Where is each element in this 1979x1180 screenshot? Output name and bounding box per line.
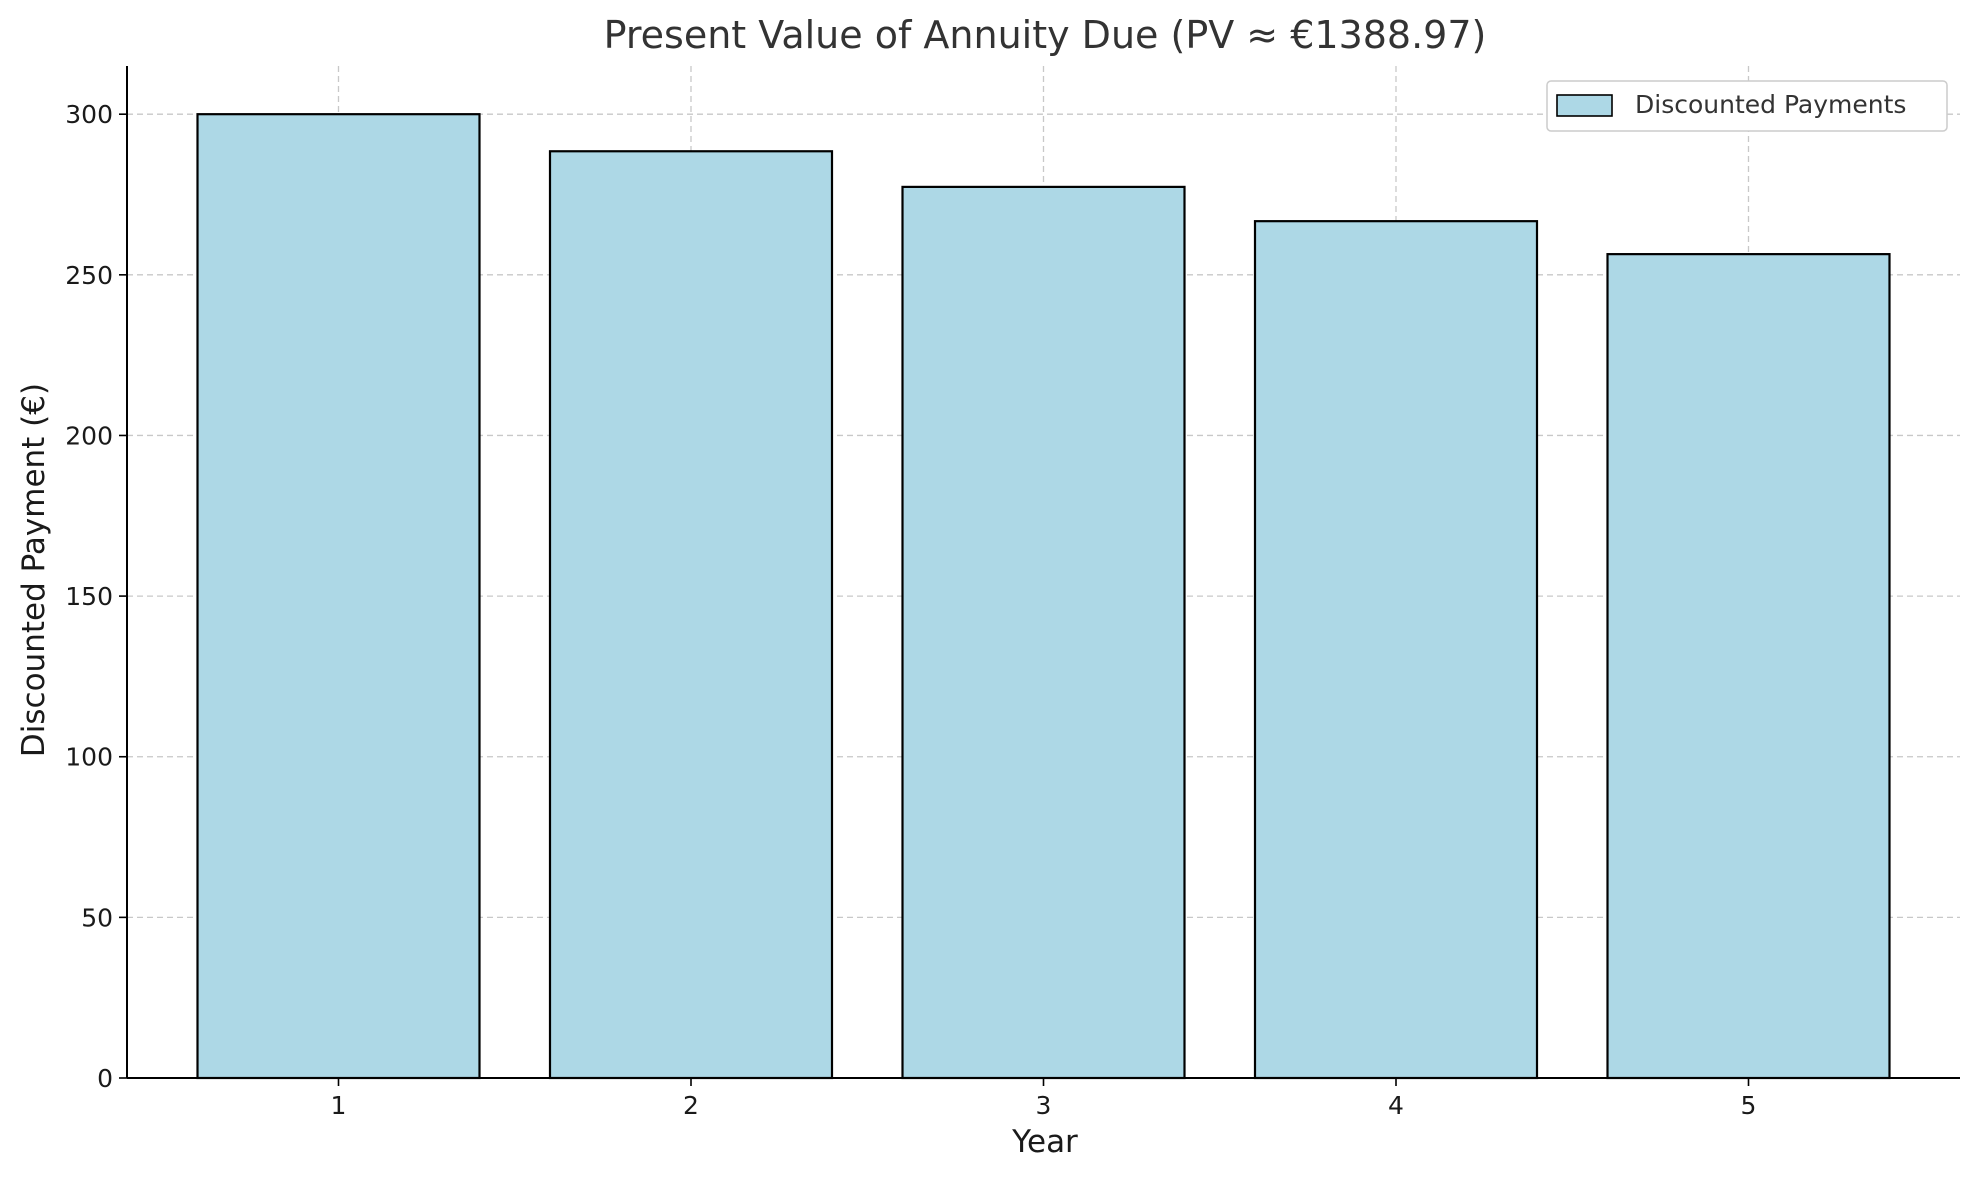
y-tick-label-250: 250 [65, 261, 113, 290]
y-tick-label-300: 300 [65, 100, 113, 129]
x-axis-title: Year [1011, 1124, 1078, 1160]
legend-label: Discounted Payments [1635, 90, 1906, 119]
x-tick-label-5: 5 [1741, 1091, 1757, 1120]
x-tick-label-1: 1 [331, 1091, 347, 1120]
axes [119, 66, 1960, 1086]
y-tick-label-200: 200 [65, 421, 113, 450]
x-tick-label-2: 2 [683, 1091, 699, 1120]
bar-year-5 [1606, 253, 1891, 1080]
y-tick-label-50: 50 [81, 903, 113, 932]
y-axis-title: Discounted Payment (€) [16, 383, 52, 757]
x-tick-label-3: 3 [1036, 1091, 1052, 1120]
tick-labels: 0 50 100 150 200 250 300 1 2 3 4 5 [65, 100, 1756, 1120]
legend-frame [1546, 80, 1948, 132]
bar-year-3 [901, 185, 1186, 1080]
x-tick-label-4: 4 [1388, 1091, 1404, 1120]
bar-year-2 [548, 150, 834, 1080]
y-tick-label-100: 100 [65, 743, 113, 772]
bars [196, 113, 1891, 1080]
y-tick-label-150: 150 [65, 582, 113, 611]
bar-year-1 [196, 113, 481, 1080]
legend-swatch [1556, 94, 1613, 117]
y-tick-label-0: 0 [97, 1064, 113, 1093]
legend: Discounted Payments [1546, 80, 1948, 132]
chart-title: Present Value of Annuity Due (PV ≈ €1388… [604, 13, 1487, 57]
bar-year-4 [1253, 220, 1539, 1080]
